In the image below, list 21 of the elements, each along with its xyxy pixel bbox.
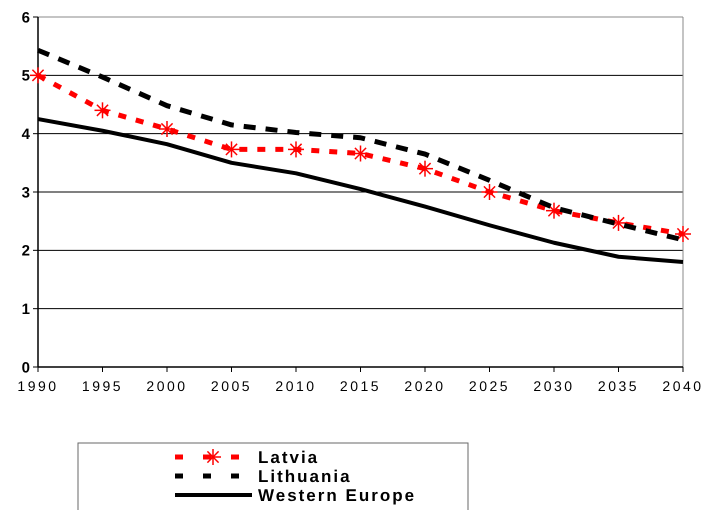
y-tick-label: 3 xyxy=(22,184,30,202)
x-tick-label: 2035 xyxy=(598,378,640,394)
y-tick-label: 6 xyxy=(22,9,30,26)
y-tick-label: 5 xyxy=(22,68,30,85)
legend-label: Western Europe xyxy=(258,486,416,505)
x-tick-label: 2025 xyxy=(468,378,510,394)
x-tick-label: 1995 xyxy=(82,378,124,394)
x-tick-label: 2030 xyxy=(533,378,575,394)
x-tick-label: 2040 xyxy=(662,378,704,394)
y-tick-label: 4 xyxy=(22,126,31,143)
legend-label: Lithuania xyxy=(258,466,352,486)
y-tick-label: 1 xyxy=(22,300,30,318)
legend-label: Latvia xyxy=(258,448,320,467)
y-tick-label: 0 xyxy=(22,359,30,376)
x-tick-label: 2000 xyxy=(146,378,188,394)
y-tick-label: 2 xyxy=(22,242,30,260)
x-tick-label: 2005 xyxy=(210,378,252,394)
x-tick-label: 2010 xyxy=(275,378,317,394)
x-tick-label: 2020 xyxy=(404,378,446,394)
x-tick-label: 1990 xyxy=(17,378,59,394)
x-tick-label: 2015 xyxy=(340,378,382,394)
